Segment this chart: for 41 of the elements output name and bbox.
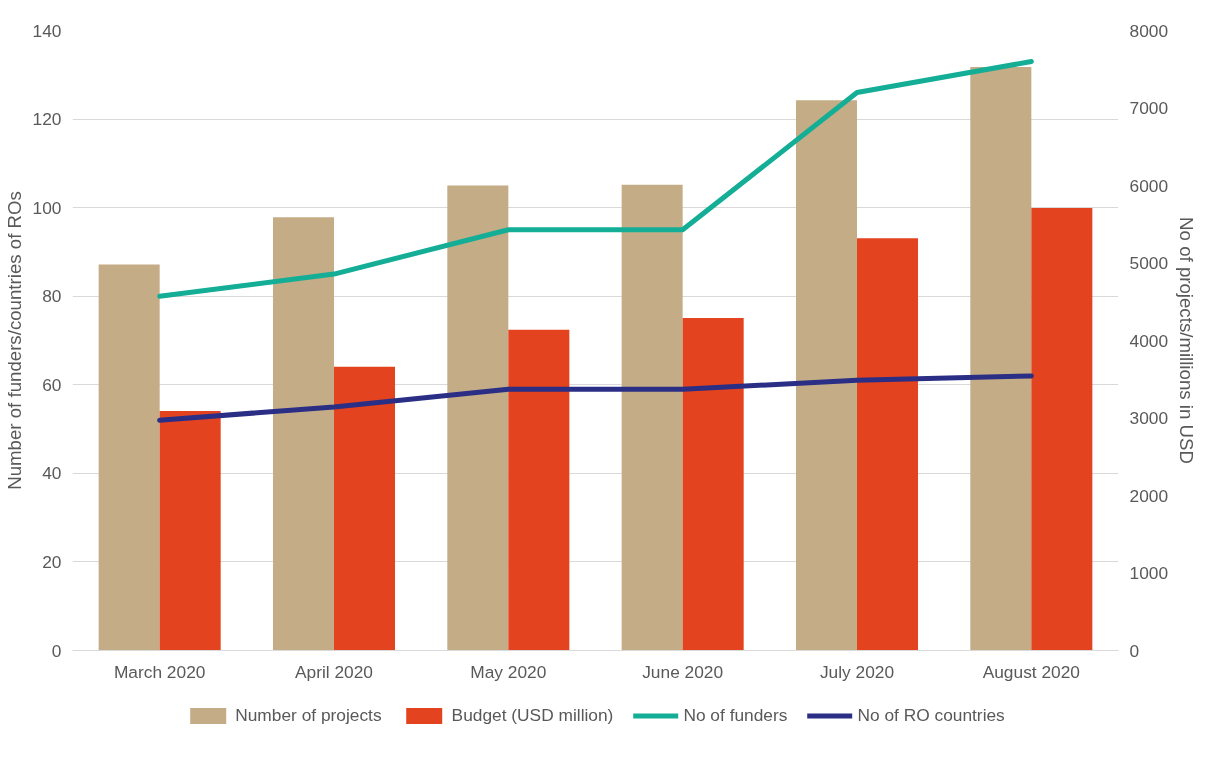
y-tick-label: 60 <box>42 374 62 395</box>
y-tick-label: 20 <box>42 551 62 572</box>
bar <box>1031 207 1093 651</box>
y-tick-label: 0 <box>51 640 62 661</box>
legend-label: No of funders <box>683 704 788 726</box>
x-tick-label: May 2020 <box>470 661 547 682</box>
legend-label: Number of projects <box>235 704 382 726</box>
y2-tick-label: 0 <box>1129 640 1140 661</box>
y2-tick-label: 3000 <box>1129 408 1169 428</box>
x-tick-label: April 2020 <box>294 661 374 682</box>
y-axis-title: Number of funders/countries of ROs <box>3 191 25 490</box>
bar <box>272 217 334 651</box>
y-tick-label: 120 <box>32 109 62 130</box>
y2-tick-label: 7000 <box>1129 98 1169 118</box>
bar <box>447 185 509 651</box>
bar <box>508 329 570 651</box>
bar <box>159 411 221 651</box>
bar <box>98 264 160 651</box>
legend-label: No of RO countries <box>857 704 1005 726</box>
y-tick-label: 140 <box>32 20 62 41</box>
y-tick-label: 80 <box>42 286 62 307</box>
y2-tick-label: 1000 <box>1129 563 1169 583</box>
y2-tick-label: 8000 <box>1129 20 1169 41</box>
x-tick-label: June 2020 <box>642 661 724 682</box>
y2-tick-label: 6000 <box>1129 175 1169 196</box>
y2-tick-label: 4000 <box>1129 330 1169 351</box>
bar <box>857 238 919 651</box>
y-tick-label: 100 <box>32 197 62 218</box>
bar <box>621 184 683 651</box>
bar <box>795 100 857 651</box>
x-tick-label: August 2020 <box>982 661 1080 682</box>
y2-tick-label: 2000 <box>1129 485 1169 506</box>
y-tick-label: 40 <box>42 463 62 484</box>
bar <box>682 318 744 651</box>
legend-label: Budget (USD million) <box>451 704 614 726</box>
x-tick-label: July 2020 <box>819 661 895 682</box>
y2-tick-label: 5000 <box>1129 253 1169 273</box>
bar <box>334 366 396 651</box>
bar <box>970 66 1032 651</box>
y2-axis-title: No of projects/millions in USD <box>1176 217 1198 464</box>
x-tick-label: March 2020 <box>113 661 206 682</box>
